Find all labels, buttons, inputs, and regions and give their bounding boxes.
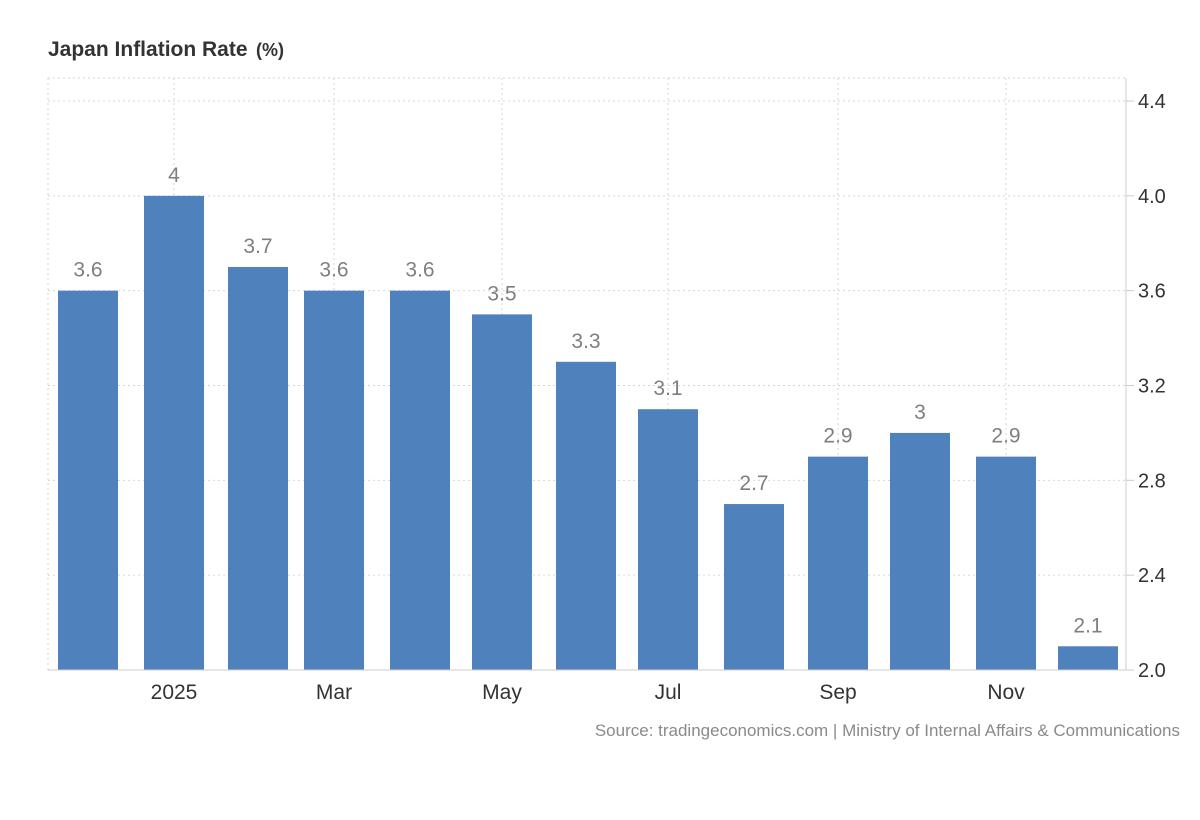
x-tick-label: Sep	[819, 681, 856, 704]
bar-2025-08	[724, 504, 784, 670]
data-label: 3.6	[319, 259, 348, 282]
data-label: 2.7	[739, 472, 768, 495]
y-tick-label: 3.2	[1138, 376, 1166, 398]
bar-2025-07	[638, 409, 698, 670]
data-label: 3	[914, 401, 926, 424]
y-tick-label: 2.0	[1138, 660, 1166, 682]
data-label: 2.9	[823, 425, 852, 448]
bar-2025-12	[1058, 646, 1118, 670]
data-label: 3.6	[405, 259, 434, 282]
bar-2025-03	[304, 290, 364, 670]
x-tick-label: Jul	[655, 681, 682, 704]
bar-2025-11	[976, 456, 1036, 670]
x-tick-label: Mar	[316, 681, 352, 704]
bar-2025-05	[472, 314, 532, 670]
y-tick-label: 3.6	[1138, 281, 1166, 303]
bar-2025-01	[144, 195, 204, 671]
bar-2025-04	[390, 290, 450, 670]
source-note: Source: tradingeconomics.com | Ministry …	[594, 721, 1180, 740]
y-tick-label: 4.4	[1138, 91, 1166, 113]
bar-2025-10	[890, 432, 950, 670]
bar-2025-02	[228, 266, 288, 670]
chart-title: Japan Inflation Rate (%)	[48, 38, 284, 62]
chart-unit: (%)	[255, 40, 284, 60]
data-label: 3.5	[487, 282, 516, 305]
data-label: 3.1	[653, 377, 682, 400]
data-label: 3.7	[243, 235, 272, 258]
data-label: 2.9	[991, 425, 1020, 448]
data-label: 2.1	[1073, 614, 1102, 637]
y-tick-label: 2.4	[1138, 565, 1166, 587]
y-tick-label: 2.8	[1138, 470, 1166, 492]
x-tick-label: 2025	[151, 681, 198, 704]
y-tick-label: 4.0	[1138, 186, 1166, 208]
x-tick-label: May	[482, 681, 522, 704]
bar-2024-12	[58, 290, 118, 670]
data-label: 4	[168, 164, 180, 187]
data-label: 3.3	[571, 330, 600, 353]
bar-chart: 2.0 2.4 2.8 3.2 3.6 4.0 4.4 3.6 4 3.7 3.6 3.6 3.5 3.3…	[47, 77, 1166, 704]
x-tick-label: Nov	[987, 681, 1025, 704]
chart-title-text: Japan Inflation Rate	[48, 38, 248, 61]
bar-2025-06	[556, 361, 616, 670]
bar-2025-09	[808, 456, 868, 670]
data-label: 3.6	[73, 259, 102, 282]
